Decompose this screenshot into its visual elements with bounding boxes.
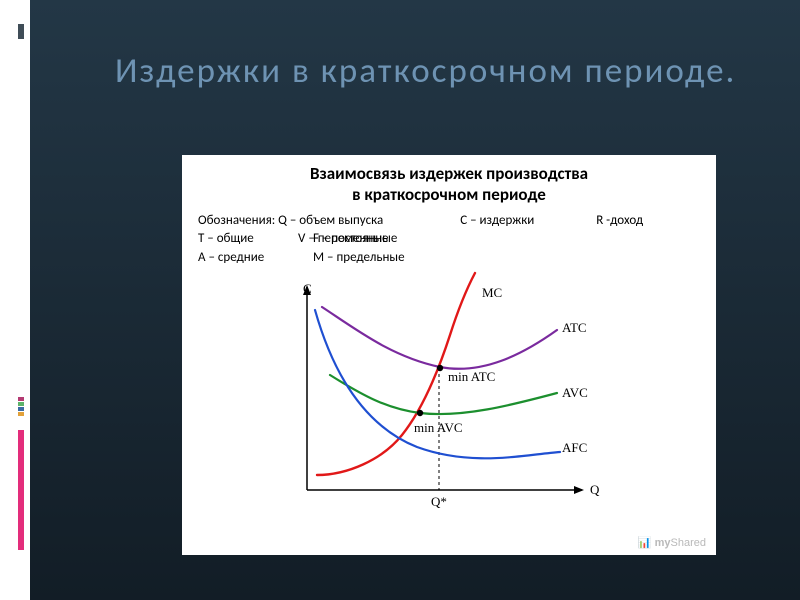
legend-cell: C – издержки (460, 212, 596, 231)
legend-row: Обозначения: Q – объем выпускаC – издерж… (198, 212, 703, 231)
watermark-shared: Shared (671, 537, 706, 549)
curve-label-ATC: ATC (562, 320, 587, 336)
watermark-my: my (655, 537, 671, 549)
legend-cell: R -доход (596, 212, 703, 231)
axis-label-x: Q (590, 482, 599, 498)
chart-legend: Обозначения: Q – объем выпускаC – издерж… (198, 212, 703, 269)
chart-title-line2: в краткосрочном периоде (352, 184, 546, 205)
side-decoration (18, 397, 24, 401)
curve-label-MC: MC (482, 285, 502, 301)
q-star-label: Q* (431, 494, 447, 510)
chart-svg (182, 275, 716, 535)
legend-cell: Обозначения: Q – объем выпуска (198, 212, 460, 231)
chart-title-line1: Взаимосвязь издержек производства (310, 163, 588, 184)
slide: Издержки в краткосрочном периоде. Взаимо… (30, 0, 800, 600)
legend-row: T – общиеF – постоянныеV – переменные (198, 230, 703, 249)
legend-cell: V – переменные (298, 230, 408, 249)
slide-title: Издержки в краткосрочном периоде. (115, 50, 760, 92)
axis-label-y: C (303, 281, 312, 297)
side-decoration (18, 430, 24, 550)
legend-row: A – средниеM – предельные (198, 249, 703, 268)
side-decoration (18, 412, 24, 416)
side-decoration (18, 24, 24, 39)
chart-title: Взаимосвязь издержек производства в крат… (182, 163, 716, 206)
side-decoration (18, 407, 24, 411)
curve-label-AVC: AVC (562, 385, 588, 401)
side-decoration (18, 402, 24, 406)
watermark: 📊 myShared (638, 536, 706, 549)
point-label: min AVC (414, 420, 463, 436)
legend-cell: M – предельные (313, 249, 453, 268)
slide-left-gutter (0, 0, 30, 600)
curve-label-AFC: AFC (562, 440, 587, 456)
point-label: min ATC (448, 369, 495, 385)
chart-area: C Q Q* MC ATC AVC AFC min ATC min AVC (182, 275, 716, 535)
chart-card: Взаимосвязь издержек производства в крат… (182, 155, 716, 555)
